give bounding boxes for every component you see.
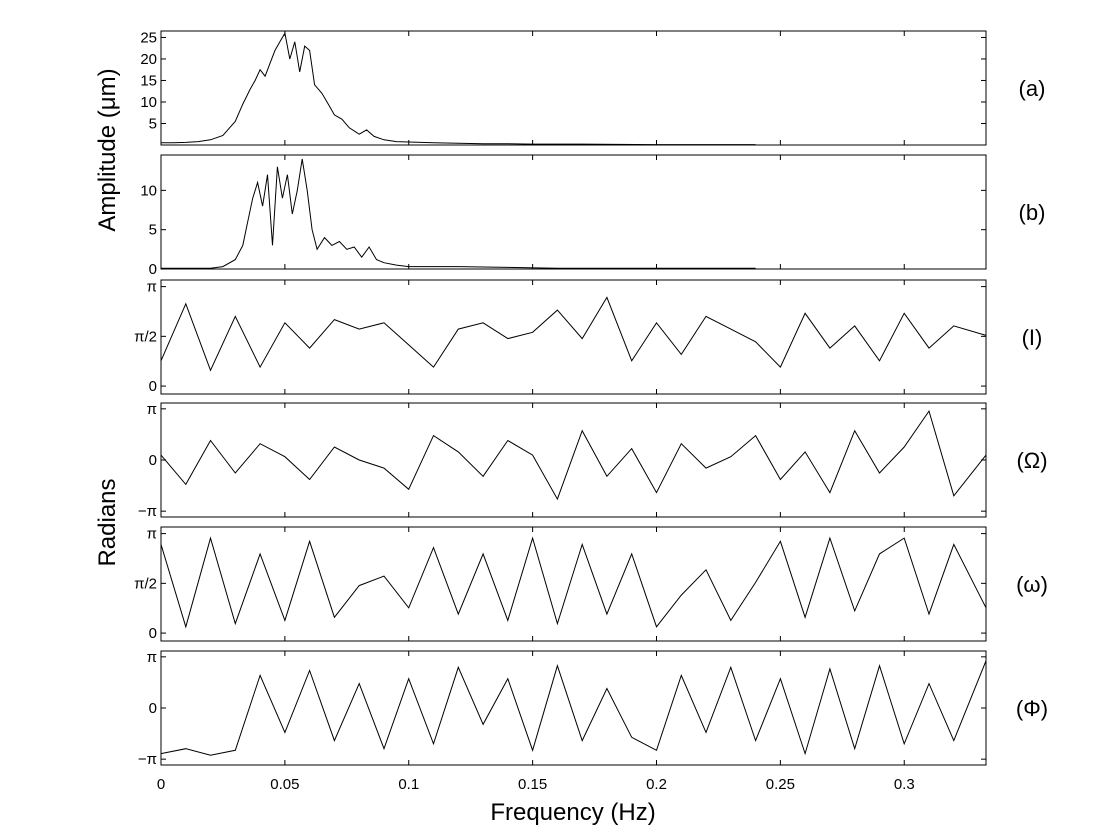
y-tick-label: π <box>147 401 157 418</box>
x-tick-label: 0 <box>157 776 165 793</box>
y-tick-label: 0 <box>149 452 157 469</box>
series-line-1 <box>161 158 756 269</box>
series-line-2 <box>160 296 987 372</box>
panel-label: (ω) <box>1016 572 1048 597</box>
panel-label: (b) <box>1019 200 1046 225</box>
panel-frame <box>160 650 987 766</box>
series-line-4 <box>160 536 987 629</box>
y-tick-label: 0 <box>149 261 157 278</box>
y-axis-labels: Amplitude (μm) Radians <box>94 68 121 566</box>
series-line-5 <box>160 660 987 756</box>
y-tick-label: 10 <box>140 94 157 111</box>
y-tick-label: π <box>147 526 157 543</box>
y-tick-label: 5 <box>149 222 157 239</box>
panel-frame <box>160 279 987 395</box>
x-tick-label: 0.3 <box>894 776 915 793</box>
y-tick-label: 25 <box>140 29 157 46</box>
x-tick-label: 0.25 <box>766 776 795 793</box>
x-tick-label: 0.15 <box>518 776 547 793</box>
y-tick-label: 10 <box>140 182 157 199</box>
panel-frame <box>160 30 987 146</box>
panel-frame <box>160 402 987 518</box>
x-tick-label: 0.05 <box>270 776 299 793</box>
y-tick-label: −π <box>138 503 157 520</box>
y-axis-label: Amplitude (μm) <box>94 68 121 231</box>
panels-group: 510152025(a)0510(b)0π/2π(I)−π0π(Ω)0π/2π(… <box>134 29 1048 768</box>
y-tick-label: 15 <box>140 72 157 89</box>
series-line-0 <box>161 31 756 146</box>
x-tick-label: 0.2 <box>646 776 667 793</box>
panel-frame <box>160 154 987 270</box>
panel-0: 5 10 15 20 25 (a) <box>140 29 1046 146</box>
panel-1: 0 5 10 (b) <box>140 154 1046 278</box>
y-axis-label: Radians <box>94 478 121 566</box>
panel-2: 0 π/2 π (I) <box>134 279 1042 395</box>
panel-4: 0 π/2 π (ω) <box>134 526 1048 642</box>
x-axis: 0 0.05 0.1 0.15 0.2 0.25 0.3 <box>157 776 915 793</box>
x-tick-label: 0.1 <box>398 776 419 793</box>
panel-5: −π 0 π (Φ) <box>138 649 1048 768</box>
y-tick-label: π/2 <box>134 328 157 345</box>
series-line-3 <box>160 409 987 501</box>
y-tick-label: 5 <box>149 115 157 132</box>
panel-label: (Ω) <box>1016 448 1047 473</box>
y-tick-label: 0 <box>149 700 157 717</box>
panel-label: (Φ) <box>1016 696 1048 721</box>
y-tick-label: π <box>147 279 157 296</box>
panel-3: −π 0 π (Ω) <box>138 401 1048 520</box>
y-tick-label: −π <box>138 751 157 768</box>
panel-frame <box>160 526 987 642</box>
y-tick-label: π/2 <box>134 575 157 592</box>
y-tick-label: 20 <box>140 51 157 68</box>
x-axis-label: Frequency (Hz) <box>490 799 655 826</box>
y-tick-label: 0 <box>149 625 157 642</box>
y-tick-label: 0 <box>149 378 157 395</box>
panel-label: (I) <box>1022 325 1043 350</box>
panel-label: (a) <box>1019 76 1046 101</box>
y-tick-label: π <box>147 649 157 666</box>
